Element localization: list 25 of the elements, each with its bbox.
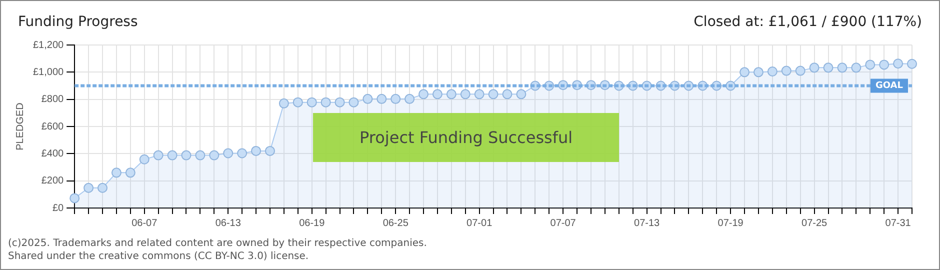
text: Shared under the creative commons (CC BY-NC 3.0) license. [8, 251, 309, 262]
y-tick-label: £400 [41, 148, 64, 160]
y-tick-label: £600 [41, 121, 64, 132]
x-tick-label: 07-25 [802, 218, 828, 229]
y-axis-title: PLEDGED [14, 102, 26, 150]
annotation: Project Funding Successful [360, 128, 573, 148]
x-tick-label: 07-13 [634, 218, 660, 229]
chart-title: Funding Progress [18, 14, 138, 30]
x-tick-label: 07-19 [718, 218, 744, 229]
text: (c)2025. Trademarks and related content are owned by their respective companies. [8, 238, 427, 249]
y-tick-label: £0 [52, 202, 64, 214]
y-tick-label: £1,200 [32, 40, 64, 51]
y-tick-label: £1,000 [32, 66, 64, 78]
y-tick-label: £800 [41, 94, 64, 106]
y-tick-label: £200 [41, 176, 64, 187]
x-tick-label: 06-13 [215, 218, 242, 229]
x-tick-label: 07-01 [466, 218, 493, 229]
x-tick-label: 07-31 [885, 218, 912, 229]
chart-subtitle: Closed at: £1,061 / £900 (117%) [694, 14, 922, 30]
banner: Project Funding Successful [313, 113, 619, 162]
x-tick-label: 06-19 [299, 218, 326, 229]
x-tick-label: 07-07 [550, 218, 576, 229]
x-tick-label: 06-07 [132, 218, 158, 229]
x-tick-label: 06-25 [382, 218, 409, 229]
ref-line-label: GOAL [876, 81, 904, 92]
